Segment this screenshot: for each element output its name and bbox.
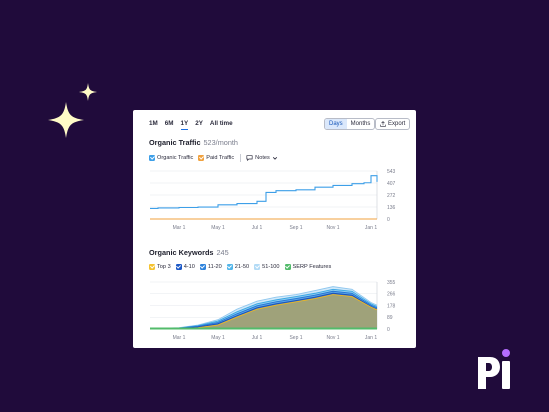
charts-canvas: 543 407 272 136 0 Mar 1 May 1 Jul 1 Sep 1 Nov 1 Ja… — [149, 169, 396, 341]
sparkle-small-icon — [79, 83, 97, 101]
keywords-legend: Top 3 4-10 11-20 21-50 51-100 SERP Featu… — [149, 264, 336, 270]
upload-icon — [380, 121, 386, 127]
checkbox-icon — [198, 155, 205, 161]
range-tab-6m[interactable]: 6M — [164, 120, 174, 127]
keywords-y-tick: 266 — [387, 292, 396, 298]
keywords-x-tick: May 1 — [211, 335, 225, 341]
legend-21-50-label: 21-50 — [234, 264, 250, 270]
traffic-legend: Organic Traffic Paid Traffic Notes — [149, 154, 278, 162]
months-button[interactable]: Months — [350, 121, 371, 127]
organic-keywords-title: Organic Keywords 245 — [149, 248, 229, 257]
keywords-x-tick: Nov 1 — [326, 335, 339, 341]
legend-paid-label: Paid Traffic — [206, 155, 235, 161]
pi-logo — [478, 349, 510, 389]
legend-paid-traffic[interactable]: Paid Traffic — [198, 155, 234, 161]
keywords-y-tick: 355 — [387, 280, 396, 286]
traffic-x-tick: Jan 1 — [365, 225, 377, 231]
export-label: Export — [388, 121, 406, 127]
traffic-x-tick: Sep 1 — [289, 225, 302, 231]
legend-serp-label: SERP Features — [292, 264, 332, 270]
legend-organic-label: Organic Traffic — [157, 155, 194, 161]
legend-divider — [240, 154, 242, 162]
legend-4-10-label: 4-10 — [183, 264, 195, 270]
traffic-x-tick: Jul 1 — [252, 225, 263, 231]
traffic-y-tick: 136 — [387, 205, 396, 211]
legend-serp-features[interactable]: SERP Features — [284, 264, 332, 270]
traffic-x-tick: May 1 — [211, 225, 225, 231]
legend-21-50[interactable]: 21-50 — [226, 264, 250, 270]
keywords-x-tick: Jan 1 — [365, 335, 377, 341]
organic-keywords-heading: Organic Keywords — [149, 248, 214, 257]
area-top-3 — [150, 294, 377, 329]
legend-organic-traffic[interactable]: Organic Traffic — [149, 155, 193, 161]
granularity-toggle: Days Months — [324, 118, 376, 130]
chevron-down-icon — [272, 156, 277, 160]
organic-traffic-line — [150, 175, 378, 209]
legend-4-10[interactable]: 4-10 — [175, 264, 195, 270]
serp-features-strip — [150, 327, 377, 330]
legend-top-3[interactable]: Top 3 — [149, 264, 171, 270]
organic-traffic-heading: Organic Traffic — [149, 138, 201, 147]
range-tab-all-time[interactable]: All time — [209, 120, 233, 127]
checkbox-icon — [254, 264, 261, 270]
organic-traffic-title: Organic Traffic 523/month — [149, 138, 238, 147]
range-tab-1y[interactable]: 1Y — [180, 120, 189, 130]
traffic-y-tick: 407 — [387, 181, 396, 187]
traffic-y-tick: 0 — [387, 217, 390, 223]
checkbox-icon — [284, 264, 291, 270]
legend-11-20[interactable]: 11-20 — [199, 264, 222, 270]
checkbox-icon — [149, 264, 155, 270]
analytics-card: 1M 6M 1Y 2Y All time Days Months Export … — [133, 110, 416, 348]
range-tab-2y[interactable]: 2Y — [195, 120, 203, 127]
days-button[interactable]: Days — [325, 119, 347, 129]
organic-traffic-value: 523/month — [203, 138, 238, 147]
checkbox-icon — [149, 155, 155, 161]
keywords-x-tick: Sep 1 — [289, 335, 302, 341]
keywords-y-tick: 0 — [387, 327, 390, 333]
legend-51-100[interactable]: 51-100 — [254, 264, 280, 270]
export-button[interactable]: Export — [375, 118, 411, 130]
notes-dropdown[interactable]: Notes — [246, 155, 278, 161]
organic-keywords-value: 245 — [216, 248, 229, 257]
keywords-x-tick: Mar 1 — [173, 335, 186, 341]
traffic-y-tick: 543 — [387, 169, 396, 175]
date-range-tabs: 1M 6M 1Y 2Y All time — [149, 120, 240, 130]
legend-11-20-label: 11-20 — [207, 264, 222, 270]
checkbox-icon — [175, 264, 182, 270]
legend-51-100-label: 51-100 — [262, 264, 280, 270]
checkbox-icon — [226, 264, 233, 270]
note-icon — [246, 155, 253, 161]
checkbox-icon — [199, 264, 206, 270]
keywords-y-tick: 178 — [387, 303, 396, 309]
range-tab-1m[interactable]: 1M — [149, 120, 158, 127]
traffic-x-tick: Nov 1 — [326, 225, 339, 231]
notes-label: Notes — [255, 155, 270, 161]
traffic-y-tick: 272 — [387, 193, 396, 199]
traffic-x-tick: Mar 1 — [173, 225, 186, 231]
legend-top3-label: Top 3 — [157, 264, 171, 270]
keywords-x-tick: Jul 1 — [252, 335, 263, 341]
sparkle-large-icon — [48, 102, 84, 138]
keywords-y-tick: 89 — [387, 315, 393, 321]
